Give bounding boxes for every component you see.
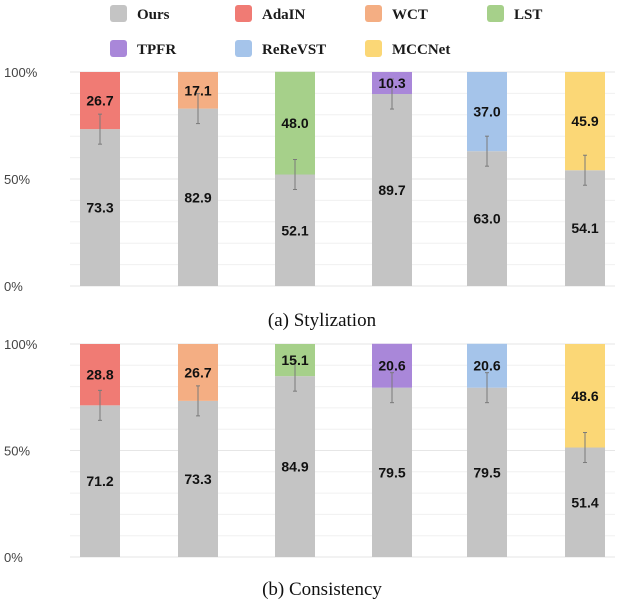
bar-ours-wct	[178, 108, 218, 287]
value-label-mccnet: 45.9	[571, 113, 598, 129]
legend-swatch-adain	[235, 5, 252, 22]
y-tick-label: 50%	[4, 444, 30, 459]
legend-label-wct: WCT	[392, 7, 428, 23]
bar-ours-lst	[275, 376, 315, 557]
bar-ours-mccnet	[565, 170, 605, 286]
value-label-ours-rerevst: 63.0	[473, 211, 500, 227]
caption-consistency: (b) Consistency	[262, 579, 382, 600]
caption-stylization: (a) Stylization	[268, 310, 377, 331]
value-label-adain: 28.8	[86, 367, 113, 383]
value-label-rerevst: 37.0	[473, 104, 500, 120]
bar-ours-adain	[80, 405, 120, 557]
bar-ours-rerevst	[467, 387, 507, 557]
legend-label-rerevst: ReReVST	[262, 42, 326, 58]
legend-label-adain: AdaIN	[262, 7, 306, 23]
bar-ours-adain	[80, 129, 120, 286]
bar-ours-mccnet	[565, 447, 605, 557]
chart-consistency: 0% 50% 100% 71.2 28.8 73.3 26.7 84.9 15.1 79.5 20.…	[4, 337, 615, 565]
y-tick-label: 0%	[4, 279, 23, 294]
legend-label-mccnet: MCCNet	[392, 42, 450, 58]
value-label-ours-tpfr: 89.7	[378, 182, 405, 198]
value-label-ours-mccnet: 51.4	[571, 494, 598, 510]
value-label-ours-lst: 84.9	[281, 459, 308, 475]
bar-mccnet	[565, 344, 605, 448]
bar-ours-tpfr	[372, 387, 412, 557]
legend: Ours AdaIN WCT LST TPFR ReReVST MCCNet	[110, 5, 542, 58]
value-label-mccnet: 48.6	[571, 388, 598, 404]
y-tick-label: 100%	[4, 337, 38, 352]
legend-swatch-tpfr	[110, 40, 127, 57]
y-tick-label: 50%	[4, 172, 30, 187]
value-label-lst: 15.1	[281, 352, 308, 368]
value-label-ours-rerevst: 79.5	[473, 464, 500, 480]
y-tick-label: 0%	[4, 550, 23, 565]
bar-ours-wct	[178, 400, 218, 557]
value-label-ours-wct: 73.3	[184, 471, 211, 487]
legend-label-lst: LST	[514, 7, 542, 23]
value-label-wct: 17.1	[184, 82, 211, 98]
bar-ours-tpfr	[372, 94, 412, 287]
bar-mccnet	[565, 72, 605, 171]
bar-ours-lst	[275, 174, 315, 286]
value-label-rerevst: 20.6	[473, 358, 500, 374]
value-label-wct: 26.7	[184, 364, 211, 380]
bar-lst	[275, 71, 315, 175]
value-label-adain: 26.7	[86, 93, 113, 109]
legend-swatch-mccnet	[365, 40, 382, 57]
legend-label-ours: Ours	[137, 7, 170, 23]
bar-ours-rerevst	[467, 151, 507, 286]
legend-swatch-rerevst	[235, 40, 252, 57]
value-label-ours-mccnet: 54.1	[571, 220, 598, 236]
legend-swatch-lst	[487, 5, 504, 22]
value-label-lst: 48.0	[281, 115, 308, 131]
value-label-tpfr: 20.6	[378, 358, 405, 374]
legend-swatch-ours	[110, 5, 127, 22]
value-label-ours-wct: 82.9	[184, 189, 211, 205]
y-tick-label: 100%	[4, 65, 38, 80]
value-label-ours-adain: 71.2	[86, 473, 113, 489]
value-label-ours-tpfr: 79.5	[378, 464, 405, 480]
value-label-tpfr: 10.3	[378, 75, 405, 91]
legend-label-tpfr: TPFR	[137, 42, 176, 58]
legend-swatch-wct	[365, 5, 382, 22]
value-label-ours-lst: 52.1	[281, 222, 308, 238]
value-label-ours-adain: 73.3	[86, 200, 113, 216]
chart-stylization: 0% 50% 100% 73.3 26.7 82.9 17.1 52.1 48.0 89.7 10.…	[4, 65, 615, 294]
